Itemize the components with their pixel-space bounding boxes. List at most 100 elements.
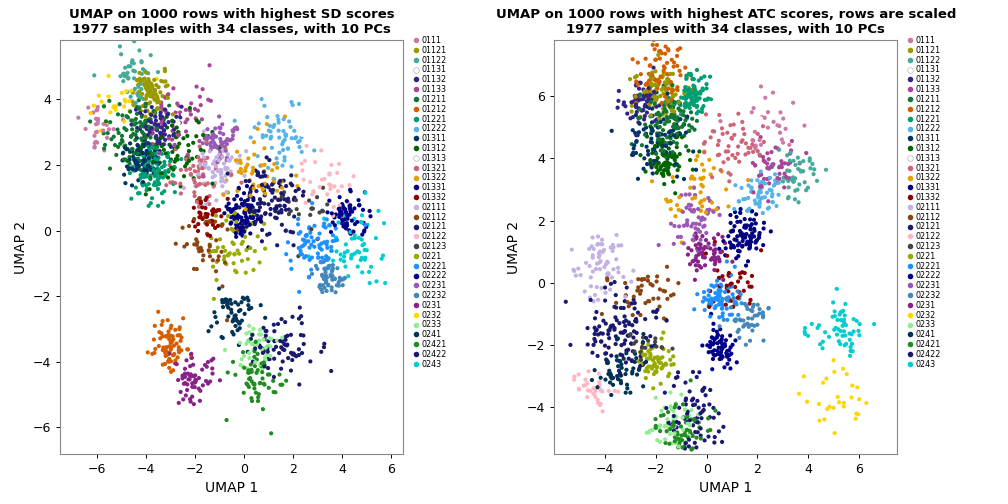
Point xyxy=(235,224,251,232)
Point xyxy=(659,94,675,102)
Point xyxy=(226,205,242,213)
Point xyxy=(149,124,165,133)
Point xyxy=(152,88,168,96)
Point xyxy=(314,281,331,289)
Point xyxy=(216,160,232,168)
Point xyxy=(625,311,641,319)
Point xyxy=(618,366,634,374)
Point xyxy=(773,157,789,165)
Point xyxy=(323,271,339,279)
Point xyxy=(196,128,212,136)
Point xyxy=(144,140,160,148)
Point xyxy=(669,373,685,381)
Point xyxy=(137,102,153,110)
Point xyxy=(605,247,621,255)
Point xyxy=(702,343,718,351)
Point xyxy=(295,192,311,200)
Point xyxy=(197,179,213,187)
Point xyxy=(646,93,662,101)
Point xyxy=(644,139,660,147)
Point xyxy=(232,152,248,160)
Point xyxy=(643,135,659,143)
Point xyxy=(87,139,103,147)
Point xyxy=(697,148,713,156)
Point xyxy=(809,177,826,185)
Point xyxy=(157,149,173,157)
Point xyxy=(767,144,783,152)
Point xyxy=(665,290,681,298)
Point xyxy=(332,193,348,201)
Point xyxy=(734,299,750,307)
Point xyxy=(239,201,255,209)
Point xyxy=(256,361,272,369)
Point xyxy=(683,246,700,255)
Point xyxy=(356,228,372,236)
Point xyxy=(707,433,723,441)
Point xyxy=(240,196,256,204)
Point xyxy=(660,347,676,355)
Point xyxy=(704,333,720,341)
Point xyxy=(154,332,170,340)
Point xyxy=(743,238,759,246)
Point xyxy=(337,215,353,223)
Point xyxy=(96,129,112,137)
Point xyxy=(785,157,801,165)
Point xyxy=(140,80,156,88)
Point xyxy=(724,350,740,358)
Point xyxy=(663,405,679,413)
Point xyxy=(599,359,615,367)
Point xyxy=(187,376,204,384)
Point xyxy=(205,263,221,271)
Point xyxy=(261,370,277,379)
Point xyxy=(655,147,671,155)
Point xyxy=(199,363,215,371)
Point xyxy=(218,147,234,155)
Point xyxy=(685,101,702,109)
Point xyxy=(220,169,236,177)
Point xyxy=(198,163,214,171)
Point xyxy=(324,246,340,255)
Point xyxy=(718,148,734,156)
Point xyxy=(243,214,259,222)
Point xyxy=(196,131,212,139)
Point xyxy=(730,328,746,336)
Point xyxy=(742,283,758,291)
Point xyxy=(754,194,770,202)
Point xyxy=(668,130,684,138)
Point xyxy=(670,368,686,376)
Point xyxy=(597,350,613,358)
Point xyxy=(687,255,704,263)
Point xyxy=(755,311,771,320)
Point xyxy=(710,292,726,300)
Point xyxy=(763,148,779,156)
Point xyxy=(672,115,688,123)
Point xyxy=(688,109,705,117)
Point xyxy=(363,212,379,220)
Point xyxy=(165,165,181,173)
Point xyxy=(331,278,347,286)
Point xyxy=(150,308,166,316)
Point xyxy=(154,133,170,141)
Point xyxy=(795,372,811,381)
Point xyxy=(266,355,282,363)
Point xyxy=(215,130,231,138)
Point xyxy=(650,123,666,132)
Point xyxy=(638,358,654,366)
Point xyxy=(657,86,673,94)
Point xyxy=(656,120,672,128)
Point xyxy=(116,70,132,78)
Point xyxy=(237,207,253,215)
Point xyxy=(93,127,109,135)
Point xyxy=(761,164,777,172)
Point xyxy=(156,158,172,166)
Point xyxy=(668,413,684,421)
Point xyxy=(153,115,169,123)
Point xyxy=(283,179,299,187)
Point xyxy=(114,156,130,164)
Point xyxy=(724,135,740,143)
Point xyxy=(660,46,676,54)
Point xyxy=(723,343,739,351)
Point xyxy=(172,113,188,121)
Point xyxy=(643,342,659,350)
Point xyxy=(131,104,147,112)
